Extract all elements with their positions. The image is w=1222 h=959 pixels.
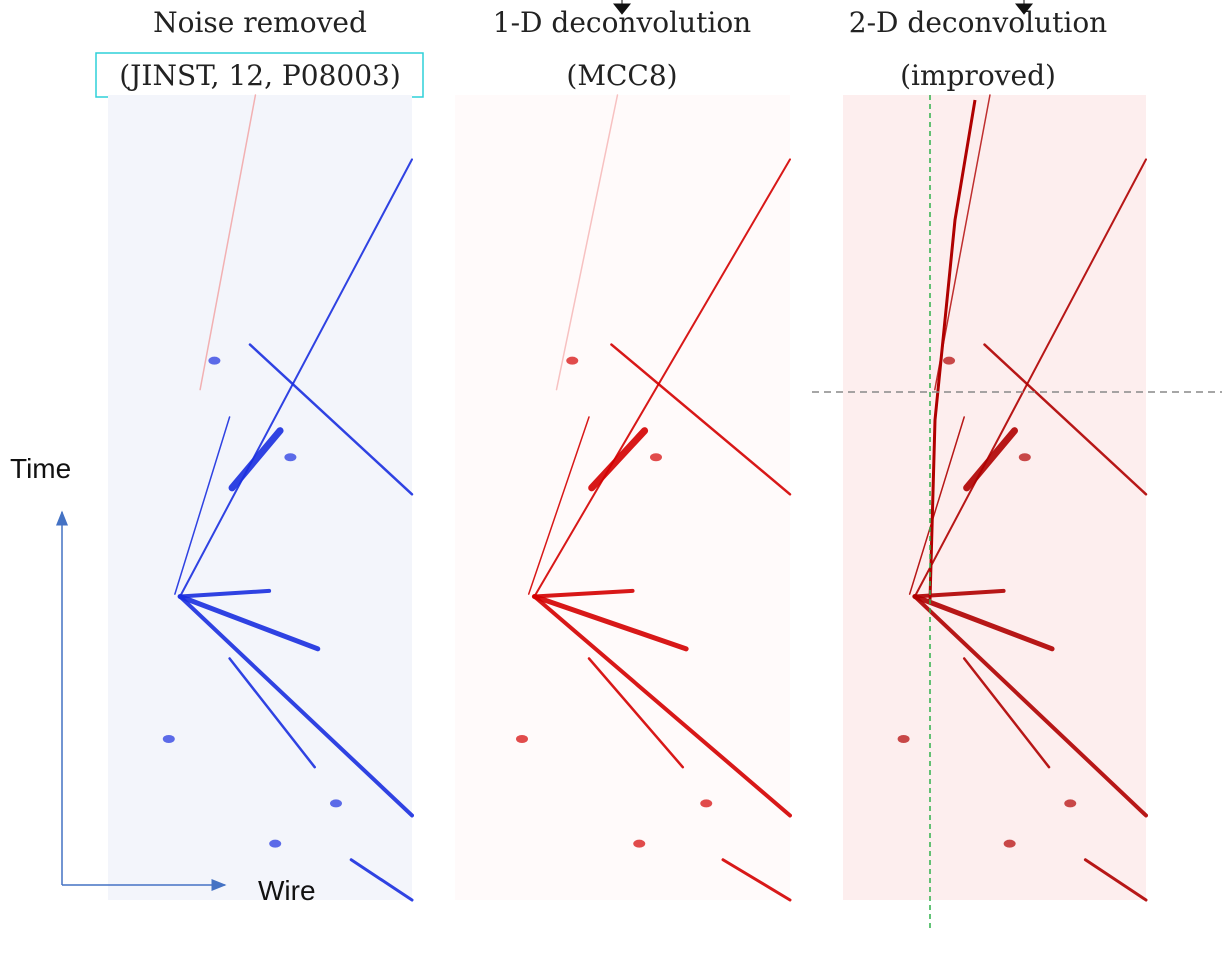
blob <box>700 799 713 808</box>
blob <box>162 735 175 743</box>
track <box>1083 858 1148 902</box>
track <box>228 427 284 492</box>
track <box>963 427 1018 492</box>
pointer-arrow <box>612 0 632 15</box>
track <box>912 594 1055 652</box>
event-display <box>455 94 792 902</box>
track <box>527 416 590 595</box>
track <box>610 343 792 496</box>
track <box>178 594 414 818</box>
blob <box>897 735 910 743</box>
blob <box>1064 799 1077 808</box>
track <box>532 588 635 599</box>
panel-subtitle: (MCC8) <box>566 59 677 92</box>
panel-subtitle: (improved) <box>900 59 1056 92</box>
track <box>177 594 321 652</box>
track <box>178 588 272 599</box>
track <box>349 858 414 902</box>
track <box>908 416 965 595</box>
track <box>983 343 1148 496</box>
blob <box>330 799 342 808</box>
event-display <box>843 94 1148 902</box>
track <box>228 657 316 769</box>
panel-title: 1-D deconvolution <box>493 6 751 39</box>
panel-title: Noise removed <box>153 6 367 39</box>
blob <box>566 356 579 365</box>
blob <box>1018 453 1031 462</box>
track <box>179 158 413 598</box>
blob <box>650 453 662 462</box>
panel-title: 2-D deconvolution <box>849 6 1107 39</box>
event-display <box>108 94 414 902</box>
display-background <box>108 95 412 900</box>
track <box>248 343 414 496</box>
pointer-arrow <box>1014 0 1034 15</box>
panels <box>108 94 1148 902</box>
blob <box>633 839 646 848</box>
track <box>174 416 231 595</box>
blob <box>516 735 528 743</box>
panel-subtitle: (JINST, 12, P08003) <box>119 59 401 92</box>
track <box>721 858 792 902</box>
track <box>531 594 689 652</box>
track <box>913 158 1147 598</box>
track <box>962 657 1051 769</box>
blob <box>1003 839 1016 848</box>
track <box>912 594 1148 818</box>
x-axis-label: Wire <box>258 875 316 906</box>
track <box>588 427 649 492</box>
blob <box>284 453 297 462</box>
y-axis-label: Time <box>10 453 71 484</box>
track <box>587 657 685 769</box>
track <box>533 158 791 598</box>
track <box>199 94 257 391</box>
blob <box>269 839 282 848</box>
display-background <box>455 95 790 900</box>
track <box>928 99 977 601</box>
blob <box>943 356 956 365</box>
blob <box>208 356 221 365</box>
track <box>555 94 619 391</box>
display-background <box>843 95 1146 900</box>
track <box>532 594 792 818</box>
